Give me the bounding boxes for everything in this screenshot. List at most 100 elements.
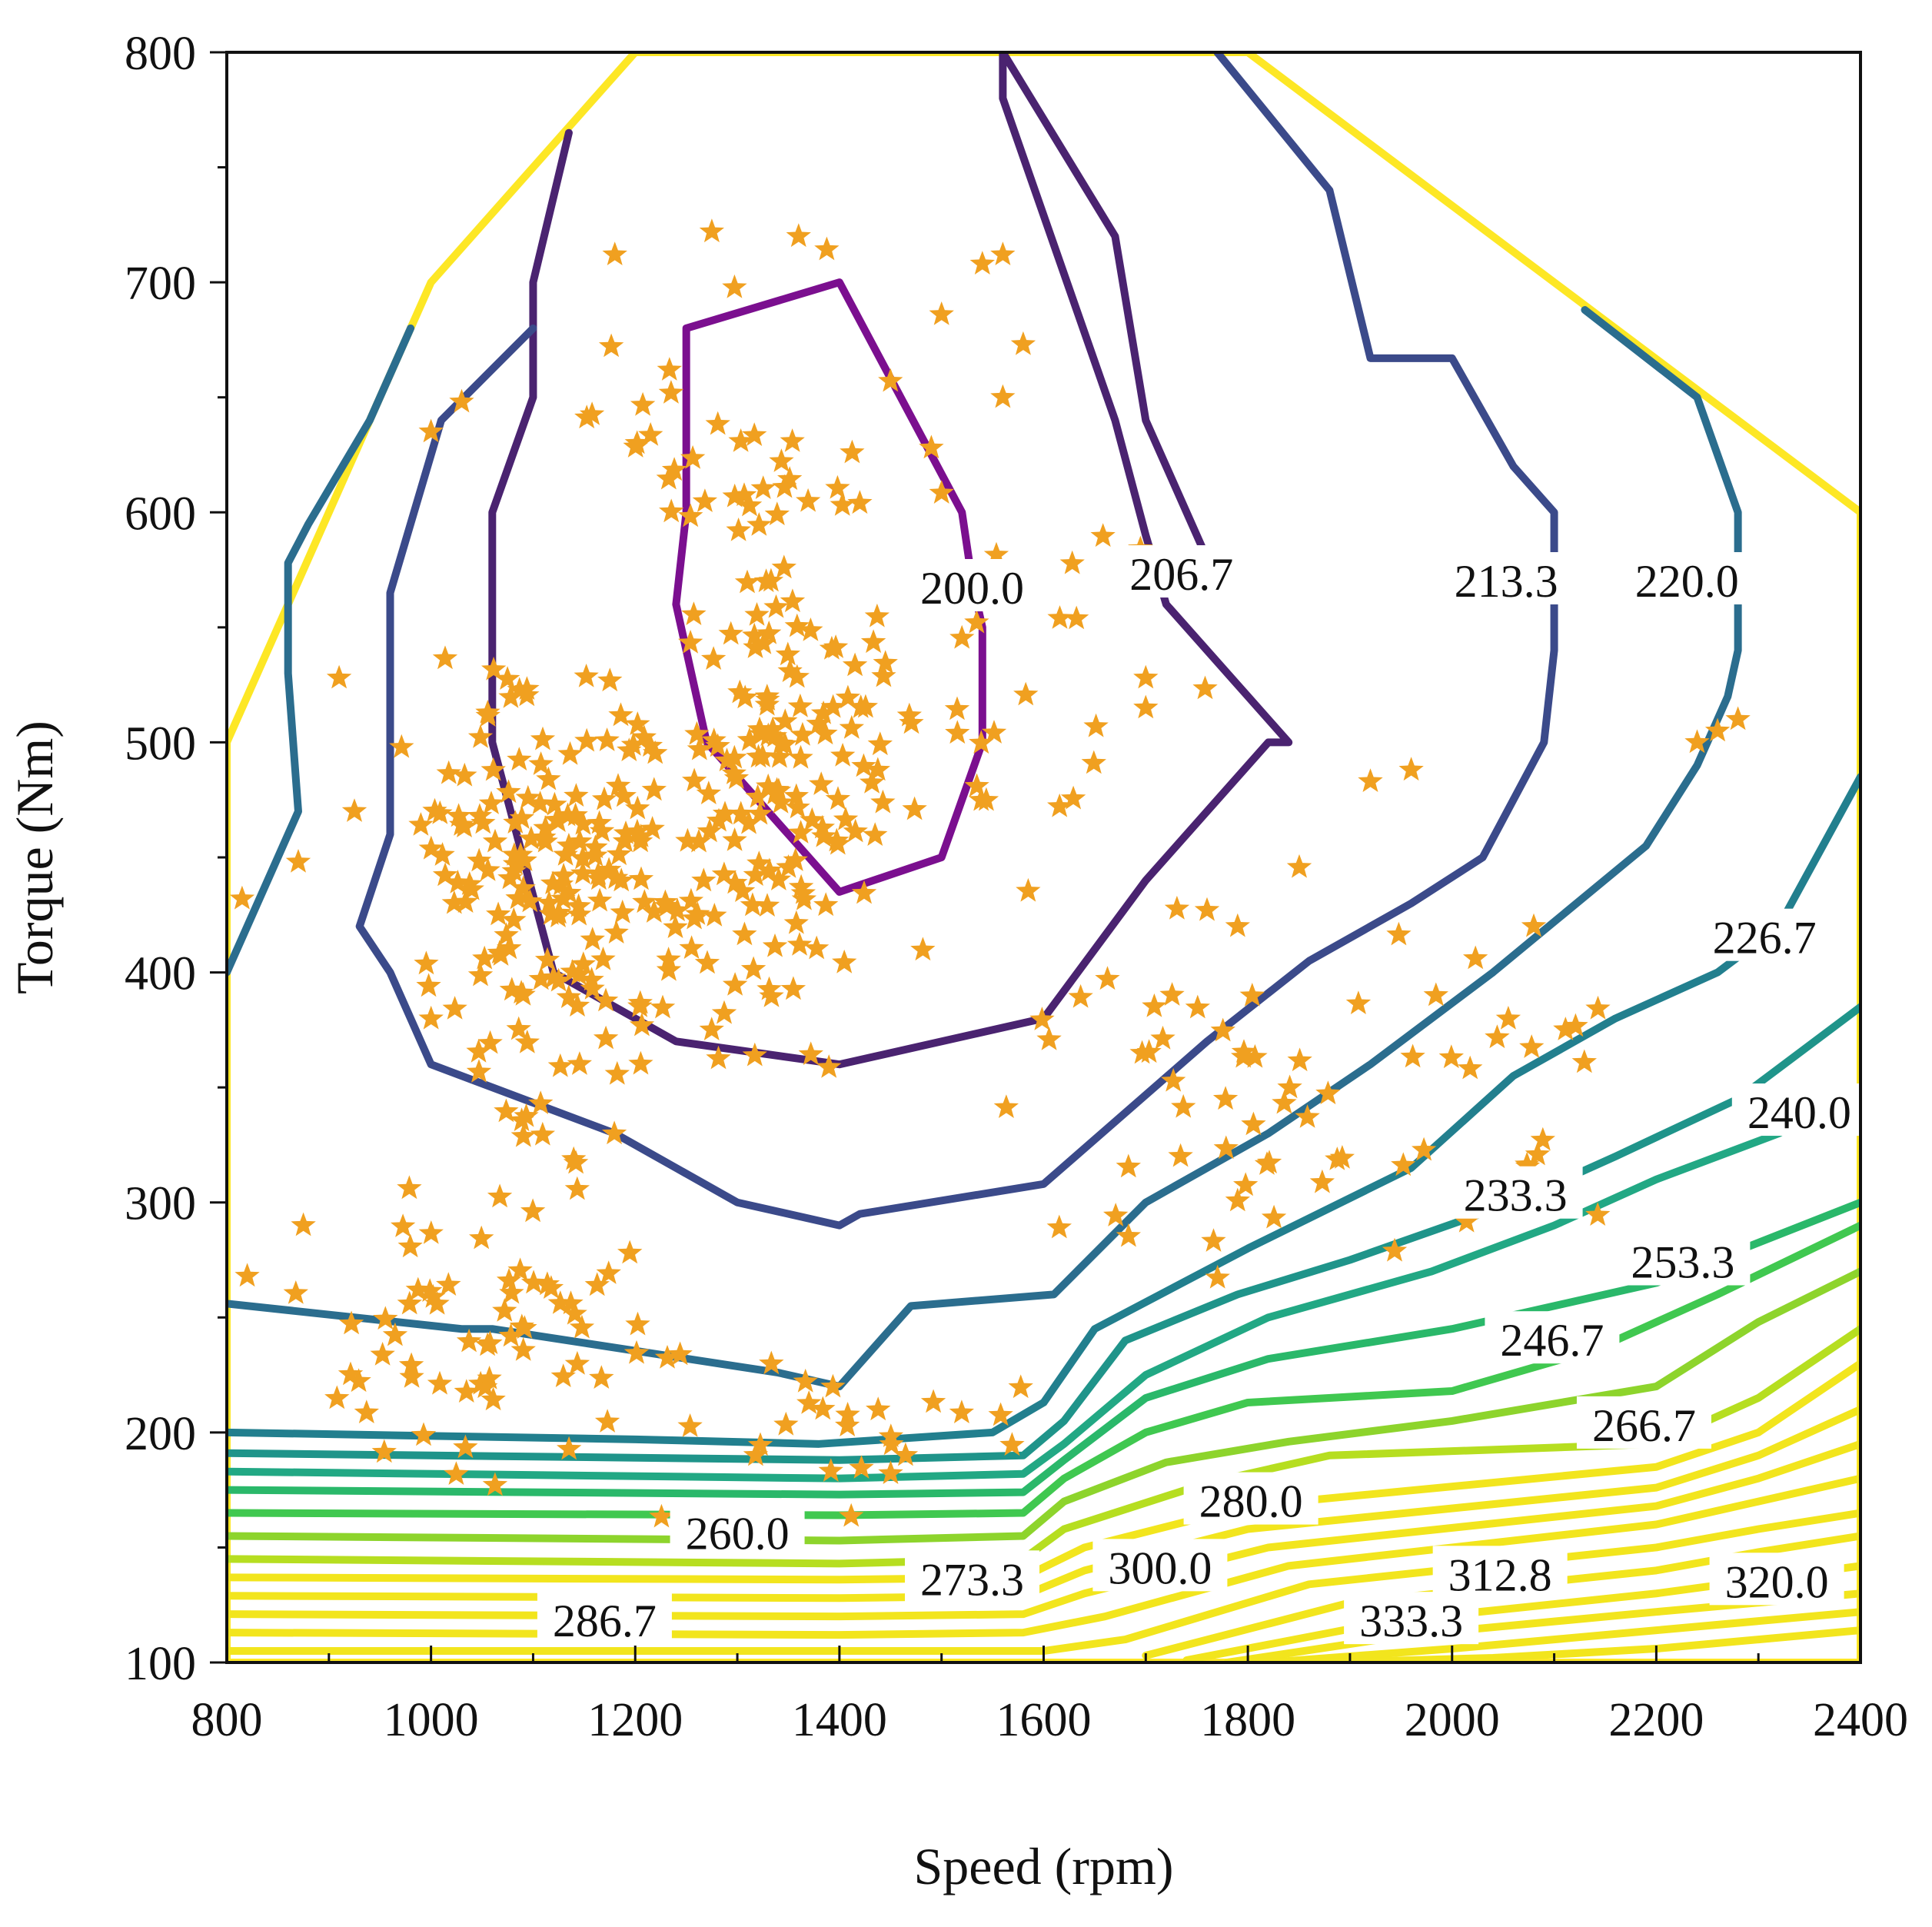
scatter-point (663, 914, 688, 938)
scatter-point (780, 428, 805, 452)
contour-line-unlabeled-20 (1264, 1608, 1861, 1662)
scatter-point (1047, 605, 1072, 629)
scatter-point (562, 1300, 587, 1325)
scatter-point (510, 1336, 536, 1361)
scatter-point (685, 901, 710, 925)
scatter-point (712, 800, 738, 825)
scatter-point (981, 720, 1007, 744)
scatter-point (764, 501, 790, 526)
scatter-point (477, 1030, 503, 1054)
scatter-point (893, 1442, 919, 1466)
scatter-point (564, 993, 590, 1017)
scatter-point (701, 727, 727, 751)
scatter-point (737, 727, 763, 751)
scatter-point (570, 951, 596, 975)
scatter-point (451, 814, 477, 837)
scatter-point (510, 875, 536, 900)
scatter-point (528, 751, 554, 775)
scatter-point (825, 474, 850, 499)
scatter-point (1585, 1202, 1611, 1226)
scatter-point (477, 1366, 502, 1390)
scatter-point (718, 621, 743, 645)
contour-line-226-7 (227, 773, 1861, 1448)
scatter-point (597, 667, 623, 692)
scatter-point (382, 1322, 408, 1346)
scatter-point (990, 241, 1016, 265)
scatter-point (870, 789, 896, 814)
scatter-point (638, 422, 663, 446)
scatter-point (722, 483, 747, 508)
scatter-point (371, 1439, 397, 1463)
scatter-point (949, 624, 975, 649)
scatter-point (785, 794, 810, 819)
contour-line-260-0 (227, 1267, 1861, 1545)
scatter-point (620, 731, 646, 756)
scatter-point (769, 448, 794, 472)
scatter-point (598, 333, 624, 358)
scatter-point (324, 1385, 350, 1409)
scatter-point (542, 791, 567, 816)
scatter-point (723, 765, 750, 790)
scatter-point (441, 890, 467, 914)
scatter-point (823, 634, 849, 658)
scatter-point (1185, 994, 1210, 1019)
scatter-point (896, 702, 922, 727)
scatter-point (758, 567, 784, 592)
scatter-point (1225, 1187, 1250, 1212)
scatter-point (557, 741, 583, 765)
scatter-point (1233, 1172, 1259, 1196)
scatter-point (557, 880, 582, 904)
scatter-point (796, 1390, 822, 1414)
scatter-point (743, 862, 769, 886)
scatter-point (793, 1368, 818, 1393)
scatter-point (809, 771, 834, 795)
scatter-point (475, 857, 500, 881)
scatter-point (467, 962, 494, 987)
scatter-point (605, 773, 631, 797)
scatter-point (391, 1213, 416, 1237)
contour-label-bg (1438, 552, 1574, 605)
scatter-point (583, 834, 608, 859)
y-tick-label: 400 (125, 948, 196, 1000)
scatter-point (547, 1053, 573, 1077)
scatter-point (1515, 1153, 1541, 1177)
scatter-point (574, 404, 600, 429)
scatter-point (756, 773, 781, 797)
y-tick-label: 200 (125, 1408, 196, 1460)
scatter-point (601, 1120, 627, 1145)
scatter-point (879, 1431, 904, 1456)
contour-line-253-3 (227, 1221, 1861, 1519)
contour-label: 246.7 (1500, 1315, 1604, 1366)
scatter-point (1521, 913, 1547, 937)
contour-line-220-0 (227, 324, 415, 977)
scatter-point (608, 702, 633, 727)
scatter-point (449, 388, 474, 413)
scatter-point (728, 428, 753, 452)
scatter-point (691, 867, 717, 892)
scatter-point (512, 1315, 537, 1340)
scatter-point (1212, 1086, 1239, 1110)
y-tick-label: 100 (125, 1638, 196, 1690)
contour-label: 220.0 (1635, 556, 1739, 607)
scatter-point (1029, 1007, 1055, 1030)
scatter-point (558, 1290, 584, 1315)
scatter-point (771, 554, 796, 579)
scatter-point (798, 1041, 823, 1066)
scatter-point (1239, 983, 1265, 1007)
axis-ticks: 800 1000 1200 1400 1600 1800 2000 2200 2400 100 20… (125, 28, 1908, 1746)
scatter-point (570, 810, 596, 835)
scatter-point (1095, 966, 1120, 990)
scatter-point (564, 1350, 590, 1375)
scatter-point (591, 786, 617, 810)
scatter-point (1519, 1034, 1545, 1058)
scatter-point (867, 731, 893, 756)
contour-line-206-7 (488, 52, 1293, 1069)
scatter-point (699, 218, 724, 243)
scatter-point (825, 786, 851, 810)
scatter-point (1256, 1150, 1282, 1173)
scatter-point (475, 703, 500, 727)
scatter-point (910, 937, 936, 961)
scatter-point (492, 1298, 517, 1322)
contour-label-bg (1448, 1166, 1583, 1219)
boundary-line (227, 52, 1861, 1662)
